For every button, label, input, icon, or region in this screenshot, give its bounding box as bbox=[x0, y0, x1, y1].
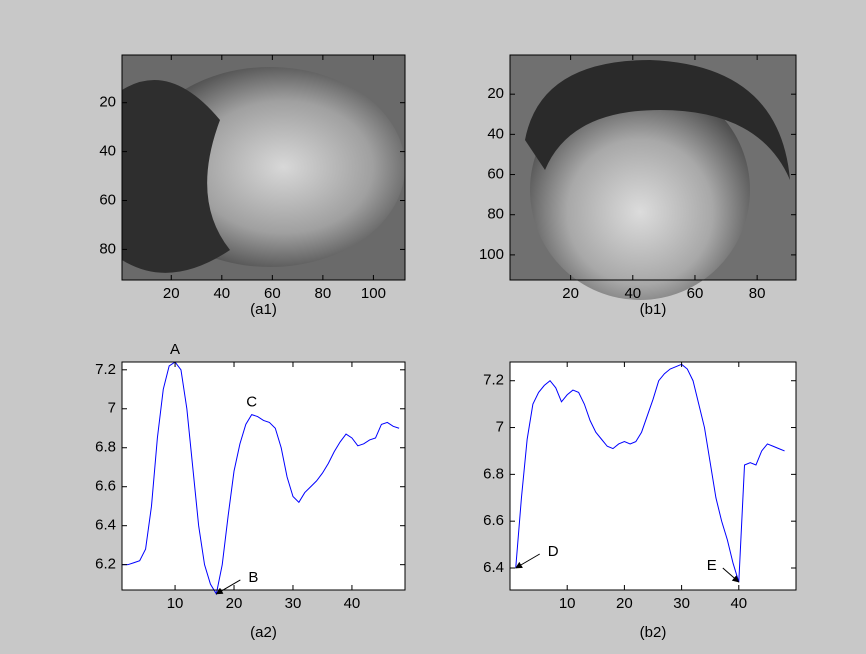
annotation-label: D bbox=[548, 543, 559, 560]
x-axis-label: (b2) bbox=[640, 624, 667, 641]
x-axis-label: (b1) bbox=[640, 301, 667, 318]
face-image-b1 bbox=[510, 55, 796, 300]
y-tick-label: 60 bbox=[487, 166, 504, 183]
y-tick-label: 100 bbox=[479, 246, 504, 263]
annotation-label: B bbox=[248, 569, 258, 586]
y-tick-label: 60 bbox=[99, 191, 116, 208]
x-tick-label: 20 bbox=[562, 285, 579, 302]
y-tick-label: 6.6 bbox=[95, 478, 116, 495]
y-tick-label: 7 bbox=[496, 419, 504, 436]
x-tick-label: 30 bbox=[673, 595, 690, 612]
x-tick-label: 20 bbox=[226, 595, 243, 612]
y-tick-label: 6.8 bbox=[483, 465, 504, 482]
x-tick-label: 80 bbox=[315, 285, 332, 302]
annotation-label: E bbox=[707, 557, 717, 574]
x-tick-label: 40 bbox=[730, 595, 747, 612]
y-tick-label: 40 bbox=[487, 125, 504, 142]
x-tick-label: 60 bbox=[264, 285, 281, 302]
x-tick-label: 80 bbox=[749, 285, 766, 302]
face-image-a1 bbox=[122, 55, 405, 280]
x-axis-label: (a2) bbox=[250, 624, 277, 641]
annotation-label: C bbox=[246, 394, 257, 411]
page: {"chart_data": [ {"type": "image", "xlab… bbox=[0, 0, 866, 654]
x-tick-label: 20 bbox=[163, 285, 180, 302]
y-tick-label: 20 bbox=[487, 85, 504, 102]
y-tick-label: 6.2 bbox=[95, 556, 116, 573]
x-tick-label: 10 bbox=[559, 595, 576, 612]
y-tick-label: 80 bbox=[487, 206, 504, 223]
x-tick-label: 100 bbox=[361, 285, 386, 302]
x-tick-label: 30 bbox=[285, 595, 302, 612]
y-tick-label: 6.4 bbox=[95, 517, 116, 534]
x-tick-label: 40 bbox=[213, 285, 230, 302]
y-tick-label: 6.4 bbox=[483, 559, 504, 576]
y-tick-label: 6.8 bbox=[95, 439, 116, 456]
figure: 20 40 60 80 100 20 40 60 80 (a1) 20 40 60 80 20 40 60 80 1… bbox=[0, 0, 866, 654]
x-tick-label: 20 bbox=[616, 595, 633, 612]
y-tick-label: 7.2 bbox=[483, 372, 504, 389]
y-tick-label: 7.2 bbox=[95, 361, 116, 378]
annotation-label: A bbox=[170, 341, 180, 358]
x-tick-label: 40 bbox=[344, 595, 361, 612]
y-tick-label: 7 bbox=[108, 400, 116, 417]
plot-area bbox=[122, 362, 405, 590]
y-tick-label: 40 bbox=[99, 143, 116, 160]
x-tick-label: 40 bbox=[624, 285, 641, 302]
x-tick-label: 10 bbox=[167, 595, 184, 612]
y-tick-label: 80 bbox=[99, 240, 116, 257]
x-axis-label: (a1) bbox=[250, 301, 277, 318]
y-tick-label: 6.6 bbox=[483, 512, 504, 529]
y-tick-label: 20 bbox=[99, 94, 116, 111]
x-tick-label: 60 bbox=[687, 285, 704, 302]
